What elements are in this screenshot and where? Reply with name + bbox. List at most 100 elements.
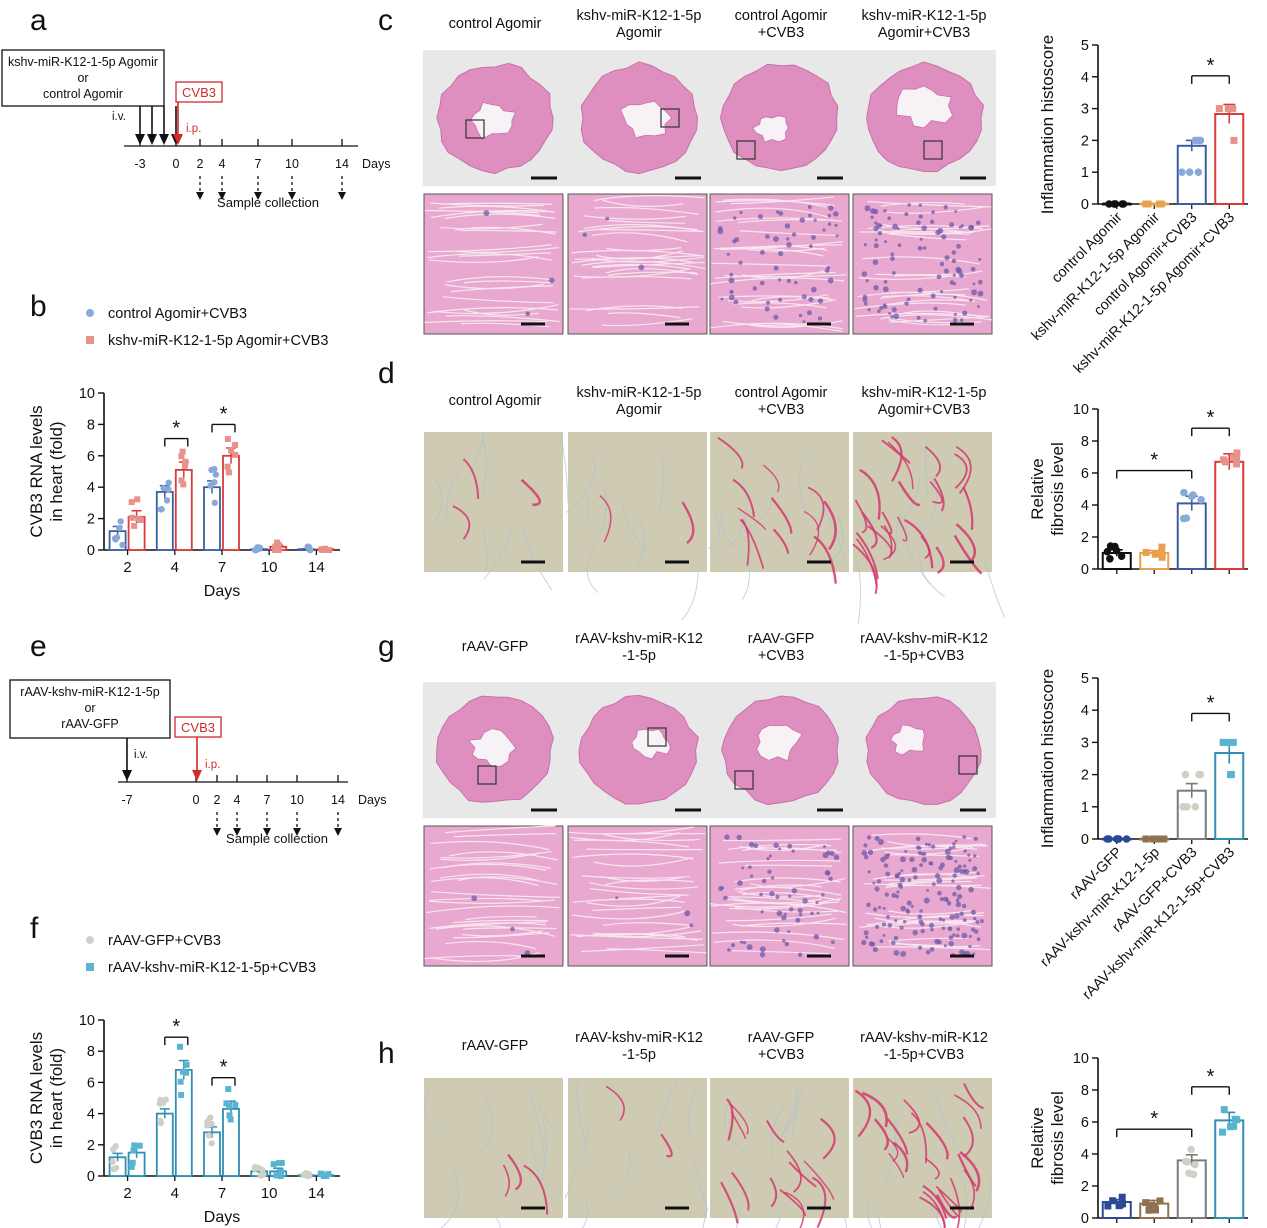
background-fiber: [576, 1078, 588, 1146]
virus-box-text: CVB3: [182, 85, 216, 100]
infiltrate-dot: [952, 933, 956, 937]
x-tick-label: 14: [308, 559, 325, 576]
infiltrate-dot: [909, 856, 915, 863]
y-tick-label: 6: [1081, 466, 1089, 482]
data-point: [178, 453, 185, 460]
data-point: [212, 471, 220, 478]
infiltrate-dot: [795, 917, 801, 923]
infiltrate-dot: [930, 844, 936, 849]
panel-g-images: rAAV-GFP rAAV-kshv-miR-K12-1-5prAAV-GFP+C…: [423, 631, 996, 967]
data-point: [117, 518, 124, 525]
fiber-line: [716, 217, 842, 222]
data-point: [225, 469, 232, 476]
collection-arrowhead: [338, 192, 346, 200]
collagen-fiber: [717, 436, 744, 469]
infiltrate-dot: [937, 227, 944, 234]
panel-d-column-label: control Agomir: [449, 393, 542, 409]
fiber-line: [581, 944, 705, 953]
background-fiber: [896, 467, 920, 528]
infiltrate-dot: [872, 946, 879, 953]
fiber-line: [463, 280, 551, 284]
panel-letter-h: h: [378, 1037, 395, 1070]
infiltrate-dot: [817, 316, 823, 321]
background-fiber: [708, 507, 720, 550]
bar: [1214, 460, 1245, 570]
data-point: [109, 1158, 116, 1165]
data-point: [1157, 200, 1165, 208]
bar: [174, 1069, 193, 1177]
panel-h-column-label: -1-5p: [622, 1047, 656, 1063]
collagen-fiber: [873, 1118, 889, 1151]
fiber-line: [712, 931, 844, 941]
infiltrate-dot: [759, 892, 763, 897]
background-fiber: [735, 1207, 741, 1228]
zoom-box: [736, 140, 756, 160]
infiltrate-dot: [963, 864, 967, 868]
infiltrate-dot: [923, 897, 930, 904]
infiltrate-dot: [953, 867, 960, 874]
infiltrate-dot: [890, 940, 896, 946]
route-treatment: i.v.: [112, 111, 126, 123]
infiltrate-dot: [951, 250, 957, 255]
zoom-box: [660, 108, 680, 128]
data-point: [208, 1140, 215, 1147]
legend-marker: [86, 963, 94, 971]
infiltrate-dot: [768, 854, 772, 858]
background-fiber: [978, 1179, 992, 1228]
background-fiber: [691, 1158, 709, 1212]
data-point: [277, 1168, 284, 1175]
infiltrate-dot: [939, 261, 945, 267]
infiltrate-dot: [878, 905, 882, 910]
infiltrate-dot: [954, 839, 958, 843]
background-fiber: [728, 477, 748, 548]
infiltrate-dot: [936, 877, 943, 884]
fiber-line: [723, 838, 841, 842]
data-point: [1122, 835, 1131, 843]
panel-c-column-label: kshv-miR-K12-1-5p: [577, 8, 702, 24]
infiltrate-dot: [883, 863, 889, 868]
fiber-line: [424, 320, 547, 324]
fiber-line: [889, 943, 970, 949]
panel-h-column-label: rAAV-GFP: [748, 1030, 815, 1046]
data-point: [1118, 1193, 1126, 1201]
background-fiber: [565, 451, 596, 513]
background-fiber: [929, 1206, 942, 1228]
fiber-line: [858, 270, 983, 280]
infiltrate-dot: [916, 220, 921, 226]
collagen-fiber: [502, 1164, 510, 1197]
fiber-line: [885, 871, 981, 878]
data-point: [182, 458, 189, 465]
fiber-line: [874, 946, 991, 951]
fiber-line: [714, 271, 836, 279]
infiltrate-dot: [919, 909, 923, 913]
fiber-line: [578, 226, 698, 233]
infiltrate-dot: [963, 869, 967, 873]
infiltrate-dot: [977, 290, 984, 297]
background-fiber: [925, 436, 929, 498]
infiltrate-dot: [952, 891, 957, 897]
background-fiber: [564, 1129, 590, 1199]
collagen-fiber: [891, 436, 903, 482]
infiltrate-dot: [471, 895, 478, 902]
data-point: [112, 1143, 119, 1150]
y-tick-label: 0: [1081, 1211, 1089, 1227]
zoom-box: [958, 755, 978, 775]
timeline-e: rAAV-kshv-miR-K12-1-5p or rAAV-GFP -7 0 2 4 7 10…: [9, 679, 386, 846]
infiltrate-dot: [784, 941, 790, 947]
infiltrate-dot: [892, 223, 898, 230]
y-axis-label: in heart (fold): [47, 421, 66, 521]
infiltrate-dot: [870, 208, 876, 214]
virus-box: [175, 81, 223, 103]
data-point: [1146, 1201, 1154, 1209]
infiltrate-dot: [899, 925, 904, 930]
background-fiber: [495, 1216, 501, 1228]
fiber-line: [605, 267, 699, 276]
fiber-line: [886, 880, 972, 887]
infiltrate-dot: [897, 243, 902, 248]
infiltrate-dot: [887, 216, 892, 221]
infiltrate-dot: [919, 237, 923, 241]
collagen-fiber: [779, 1188, 807, 1217]
infiltrate-dot: [866, 835, 872, 840]
background-fiber: [657, 453, 664, 518]
